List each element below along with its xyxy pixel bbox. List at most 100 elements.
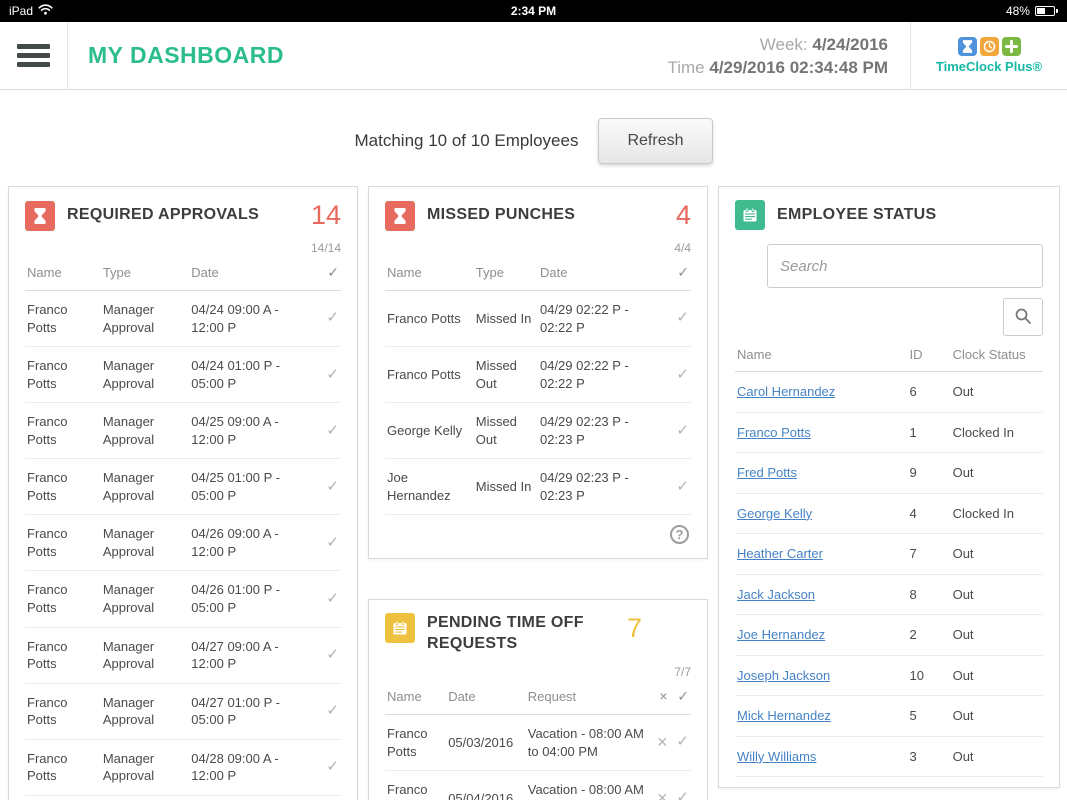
employee-id: 2: [907, 614, 951, 656]
col-header-date: Date: [446, 678, 526, 715]
approve-check-icon[interactable]: ✓: [676, 309, 689, 327]
employee-id: 8: [907, 574, 951, 616]
employee-name-link[interactable]: Joseph Jackson: [737, 667, 831, 683]
employee-row: Willy Williams 3 Out: [735, 736, 1043, 778]
approve-check-icon[interactable]: ✓: [326, 758, 339, 776]
col-header-request: Request: [525, 678, 649, 715]
required-approvals-count: 14: [310, 200, 341, 230]
approve-check-icon[interactable]: ✓: [676, 733, 689, 751]
col-header-type: Type: [100, 255, 190, 291]
battery-icon: [1034, 6, 1058, 16]
approve-check-icon[interactable]: ✓: [676, 365, 689, 383]
approval-date: 04/25 09:00 A - 12:00 P: [189, 402, 316, 460]
week-time-info: Week: 4/24/2016 Time 4/29/2016 02:34:48 …: [667, 33, 910, 79]
deny-x-icon[interactable]: ×: [657, 787, 668, 800]
matching-count-text: Matching 10 of 10 Employees: [354, 131, 579, 150]
approve-check-icon[interactable]: ✓: [326, 477, 339, 495]
time-off-row: Franco Potts 05/04/2016 Vacation - 08:00…: [385, 770, 691, 800]
col-header-name: Name: [385, 255, 474, 291]
employee-name-link[interactable]: Franco Potts: [737, 424, 811, 440]
approve-check-icon[interactable]: ✓: [326, 533, 339, 551]
approve-check-icon[interactable]: ✓: [326, 702, 339, 720]
approve-check-icon[interactable]: ✓: [326, 645, 339, 663]
approve-check-icon[interactable]: ✓: [676, 789, 689, 800]
approve-check-icon[interactable]: ✓: [676, 477, 689, 495]
approval-date: 04/24 09:00 A - 12:00 P: [189, 290, 316, 348]
employee-name-link[interactable]: Fred Potts: [737, 465, 797, 481]
approval-type: Manager Approval: [100, 739, 190, 796]
menu-button[interactable]: [0, 22, 68, 89]
employee-name-link[interactable]: Mick Hernandez: [737, 708, 831, 724]
status-bar: iPad 2:34 PM 48%: [0, 0, 1067, 22]
card-title-missed-punches: MISSED PUNCHES: [427, 206, 576, 224]
approval-date: 04/24 01:00 P - 05:00 P: [189, 346, 316, 404]
page-title: MY DASHBOARD: [88, 42, 284, 68]
col-header-date: Date: [537, 255, 667, 291]
punch-type: Missed In: [473, 290, 538, 348]
employee-clock-status: Out: [950, 655, 1043, 697]
approval-date: 04/28 01:00 P - 05:00 P: [189, 795, 316, 800]
deny-x-icon[interactable]: ×: [657, 731, 668, 752]
approval-row: Franco Potts Manager Approval 04/25 01:0…: [25, 458, 341, 516]
employee-name: Franco Potts: [25, 402, 101, 460]
approval-type: Manager Approval: [100, 346, 190, 404]
approve-check-icon[interactable]: ✓: [326, 421, 339, 439]
hamburger-icon: [17, 40, 50, 71]
dashboard-cards: REQUIRED APPROVALS 14 14/14 Name Type Da…: [0, 186, 1067, 800]
approval-type: Manager Approval: [100, 514, 190, 572]
time-off-row: Franco Potts 05/03/2016 Vacation - 08:00…: [385, 714, 691, 772]
approve-check-icon[interactable]: ✓: [326, 365, 339, 383]
approval-row: Franco Potts Manager Approval 04/27 09:0…: [25, 627, 341, 684]
request-detail: Vacation - 08:00 AM to 04:00 PM: [525, 770, 649, 800]
employee-row: Joseph Jackson 10 Out: [735, 655, 1043, 697]
approve-check-icon[interactable]: ✓: [326, 309, 339, 327]
approval-type: Manager Approval: [100, 627, 190, 684]
punch-date: 04/29 02:23 P - 02:23 P: [537, 458, 667, 516]
help-icon[interactable]: ?: [670, 525, 689, 545]
approval-type: Manager Approval: [100, 570, 190, 628]
search-input[interactable]: [767, 244, 1043, 288]
wifi-icon: [38, 4, 53, 18]
employee-row: George Kelly 4 Clocked In: [735, 493, 1043, 535]
employee-name: Franco Potts: [385, 346, 474, 404]
card-title-employee-status: EMPLOYEE STATUS: [777, 205, 937, 223]
employee-name-link[interactable]: Heather Carter: [737, 546, 823, 562]
missed-punches-count: 4: [675, 200, 691, 230]
employee-name-link[interactable]: George Kelly: [737, 505, 813, 521]
employee-name: Franco Potts: [385, 290, 474, 348]
battery-percent: 48%: [1005, 4, 1030, 18]
employee-id: 4: [907, 493, 951, 535]
calendar-icon: [735, 200, 765, 230]
search-button[interactable]: [1003, 298, 1043, 336]
approve-check-icon[interactable]: ✓: [326, 589, 339, 607]
employee-row: Fred Potts 9 Out: [735, 452, 1043, 494]
employee-name-link[interactable]: Jack Jackson: [737, 586, 816, 602]
employee-clock-status: Out: [950, 614, 1043, 656]
approval-type: Manager Approval: [100, 290, 190, 348]
approval-row: Franco Potts Manager Approval 04/26 01:0…: [25, 570, 341, 628]
employee-id: 7: [907, 533, 951, 575]
col-header-date: Date: [189, 255, 316, 291]
employee-row: Franco Potts 1 Clocked In: [735, 412, 1043, 454]
employee-name-link[interactable]: Willy Williams: [737, 748, 817, 764]
employee-clock-status: Out: [950, 533, 1043, 575]
approval-row: Franco Potts Manager Approval 04/28 09:0…: [25, 739, 341, 796]
employee-row: Carol Hernandez 6 Out: [735, 371, 1043, 413]
calendar-icon: [385, 613, 415, 644]
refresh-button[interactable]: Refresh: [598, 118, 713, 164]
logo-hourglass-icon: [957, 37, 977, 56]
employee-name-link[interactable]: Carol Hernandez: [737, 384, 836, 399]
hourglass-icon: [385, 200, 415, 231]
employee-row: Heather Carter 7 Out: [735, 533, 1043, 575]
employee-name: Franco Potts: [25, 458, 101, 516]
col-header-type: Type: [473, 255, 538, 291]
employee-id: 6: [907, 371, 951, 413]
approval-date: 04/26 01:00 P - 05:00 P: [189, 570, 316, 628]
request-detail: Vacation - 08:00 AM to 04:00 PM: [525, 714, 649, 772]
employee-clock-status: Clocked In: [950, 412, 1043, 454]
approve-check-icon[interactable]: ✓: [676, 421, 689, 439]
employee-name: Franco Potts: [25, 290, 101, 348]
employee-clock-status: Out: [950, 574, 1043, 616]
approval-date: 04/27 01:00 P - 05:00 P: [189, 683, 316, 740]
employee-name-link[interactable]: Joe Hernandez: [737, 627, 826, 643]
